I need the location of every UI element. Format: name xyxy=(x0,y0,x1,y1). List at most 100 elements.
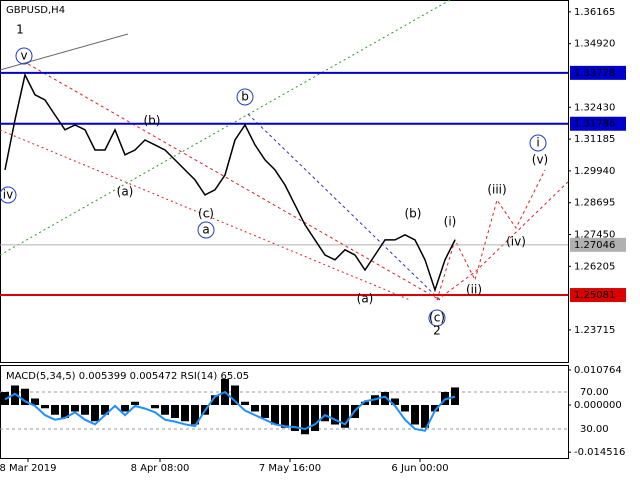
annotation-circle xyxy=(15,47,33,65)
level-box xyxy=(570,237,626,252)
wave-label: a xyxy=(202,223,209,237)
macd-bar xyxy=(51,404,59,415)
macd-bar xyxy=(211,395,219,405)
wave-label: (c) xyxy=(429,311,445,325)
level-label: 1.25081 xyxy=(574,290,615,301)
wave-label: 2 xyxy=(433,324,441,338)
macd-bar xyxy=(281,404,289,428)
wave-label: i xyxy=(536,136,539,150)
sub-frame xyxy=(0,365,569,459)
macd-bar xyxy=(81,404,89,415)
chart-title: GBPUSD,H4 xyxy=(6,5,65,16)
y-tick-label: 1.27450 xyxy=(574,230,615,241)
x-tick-label: 8 Mar 2019 xyxy=(0,463,57,474)
macd-bar xyxy=(231,385,239,405)
y-tick-label: 1.29940 xyxy=(574,166,615,177)
y-tick-label: 1.31185 xyxy=(574,134,615,145)
wave-label: (ii) xyxy=(466,283,482,297)
macd-bar xyxy=(311,404,319,432)
macd-bar xyxy=(11,385,19,405)
macd-bar xyxy=(151,404,159,409)
level-box xyxy=(570,116,626,131)
wave-line xyxy=(27,63,441,301)
annotation-circle xyxy=(529,134,547,152)
macd-bar xyxy=(121,404,129,412)
y-tick-label: 0.010764 xyxy=(574,365,622,376)
sub-title: MACD(5,34,5) 0.005399 0.005472 RSI(14) 6… xyxy=(6,371,249,382)
x-tick-label: 8 Apr 08:00 xyxy=(131,463,190,474)
projection xyxy=(436,169,546,301)
trend-line xyxy=(0,33,129,71)
wave-line xyxy=(247,113,441,301)
wave-label: (c) xyxy=(198,207,214,221)
y-tick-label: 1.26205 xyxy=(574,261,615,272)
wave-label: (iv) xyxy=(506,235,526,249)
y2-tick-label: 70.00 xyxy=(580,387,609,398)
macd-bar xyxy=(181,404,189,422)
projection xyxy=(436,179,571,301)
macd-bar xyxy=(251,404,259,412)
macd-bar xyxy=(321,404,329,422)
y-tick-label: 1.28695 xyxy=(574,198,615,209)
macd-bar xyxy=(361,401,369,405)
macd-bar xyxy=(301,404,309,435)
main-frame xyxy=(0,0,569,363)
wave-label: b xyxy=(241,90,249,104)
macd-bar xyxy=(411,404,419,425)
macd-bar xyxy=(61,404,69,418)
wave-label: v xyxy=(20,49,27,63)
macd-bar xyxy=(101,404,109,415)
y-tick-label: 0.000000 xyxy=(574,400,622,411)
macd-bar xyxy=(171,404,179,418)
y-tick-label: 1.23715 xyxy=(574,325,615,336)
level-box xyxy=(570,65,626,80)
y-tick-label: 1.32430 xyxy=(574,102,615,113)
macd-bar xyxy=(91,404,99,422)
y-tick-label: 1.34920 xyxy=(574,39,615,50)
level-label: 1.33778 xyxy=(574,68,615,79)
annotation-circle xyxy=(428,309,446,327)
wave-label: (b) xyxy=(144,114,161,128)
macd-bar xyxy=(401,404,409,412)
wave-label: (i) xyxy=(444,215,457,229)
macd-bar xyxy=(131,401,139,405)
macd-bar xyxy=(451,387,459,405)
macd-bar xyxy=(241,401,249,405)
macd-bar xyxy=(331,404,339,425)
macd-bar xyxy=(41,404,49,409)
wave-line xyxy=(0,129,411,301)
x-tick-label: 6 Jun 00:00 xyxy=(391,463,448,474)
macd-bar xyxy=(191,404,199,425)
annotation-circle xyxy=(236,88,254,106)
macd-bar xyxy=(21,388,29,405)
y-tick-label: -0.014516 xyxy=(574,447,625,458)
macd-bar xyxy=(421,404,429,428)
macd-bar xyxy=(291,404,299,432)
level-label: 1.27046 xyxy=(574,240,615,251)
y2-tick-label: 30.00 xyxy=(580,424,609,435)
annotation-circle xyxy=(0,186,17,204)
macd-bar xyxy=(381,391,389,405)
macd-bar xyxy=(271,404,279,425)
annotation-circle xyxy=(197,221,215,239)
wave-label: 1 xyxy=(16,23,24,37)
wave-label: (a) xyxy=(357,292,374,306)
level-label: 1.31786 xyxy=(574,119,615,130)
y-tick-label: 1.36165 xyxy=(574,7,615,18)
macd-bar xyxy=(71,404,79,412)
macd-bar xyxy=(161,404,169,415)
price-line xyxy=(4,72,456,293)
x-tick-label: 7 May 16:00 xyxy=(259,463,321,474)
wave-label: (b) xyxy=(405,207,422,221)
wave-label: (v) xyxy=(532,153,548,167)
macd-bar xyxy=(261,404,269,418)
wave-label: (a) xyxy=(117,185,134,199)
macd-bar xyxy=(31,398,39,405)
level-box xyxy=(570,288,626,303)
macd-bar xyxy=(431,404,439,412)
wave-label: (iii) xyxy=(487,183,506,197)
macd-bar xyxy=(391,398,399,405)
rsi-line xyxy=(4,390,456,432)
channel-line xyxy=(0,0,451,256)
